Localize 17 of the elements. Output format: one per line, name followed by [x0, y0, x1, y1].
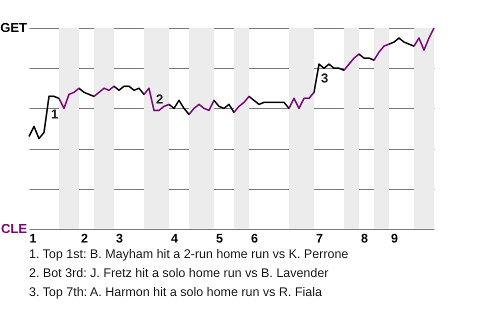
x-tick-label: 1 [30, 232, 36, 246]
x-tick-label: 8 [361, 232, 368, 246]
x-tick-label: 3 [116, 232, 124, 246]
x-tick-label: 5 [216, 232, 224, 246]
annotation: 3 [321, 70, 328, 86]
x-tick-label: 6 [251, 232, 258, 246]
x-tick-label: 7 [316, 232, 324, 246]
annotation: 1 [51, 106, 58, 122]
text: 3. Top 7th: A. Harmon hit a solo home run vs R. Fiala [29, 284, 323, 301]
text: GET [0, 20, 28, 35]
text: 1. Top 1st: B. Mayham hit a 2-run home run vs K. Perrone [29, 246, 348, 263]
x-tick-label: 4 [171, 232, 178, 246]
x-tick-label: 9 [391, 232, 398, 246]
text: 2. Bot 3rd: J. Fretz hit a solo home run vs B. Lavender [29, 265, 330, 282]
text: CLE [1, 221, 28, 236]
annotation: 2 [156, 91, 164, 106]
x-tick-label: 2 [81, 232, 88, 246]
